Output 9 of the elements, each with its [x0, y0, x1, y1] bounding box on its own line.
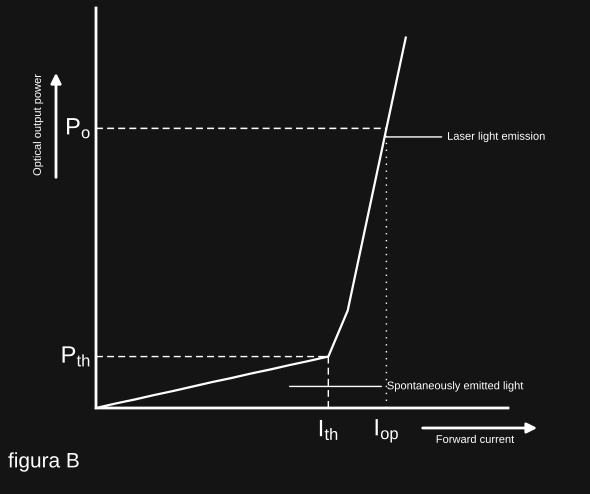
x-tick-label: I$_{th}$ [320, 420, 338, 440]
text: Laser light emission [448, 132, 545, 142]
x-axis-title: Forward current [436, 434, 514, 443]
y-axis-title: Optical output power [32, 74, 44, 176]
x-tick-label: I$_{op}$ [376, 419, 398, 443]
ref-line-label: P$_{th}$ [62, 346, 90, 366]
text: figura B [8, 452, 79, 472]
ref-line-label: P$_{o}$ [67, 118, 90, 138]
annotation: Spontaneously emitted light [387, 381, 524, 392]
